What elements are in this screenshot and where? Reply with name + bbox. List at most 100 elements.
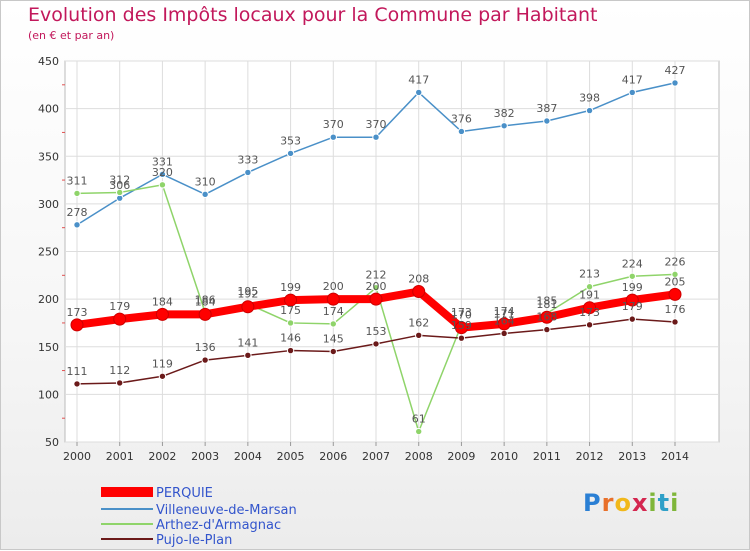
data-point [668, 287, 682, 301]
chart-subtitle: (en € et par an) [28, 29, 115, 42]
data-label: 213 [579, 268, 600, 281]
data-point [326, 292, 340, 306]
data-label: 427 [665, 64, 686, 77]
data-label: 205 [665, 275, 686, 288]
data-label: 417 [622, 73, 643, 86]
data-point [583, 301, 597, 315]
data-point [286, 149, 295, 158]
data-label: 417 [408, 73, 429, 86]
data-label: 185 [536, 294, 557, 307]
legend-label: Villeneuve-de-Marsan [156, 503, 297, 518]
data-label: 387 [536, 102, 557, 115]
data-label: 145 [323, 333, 344, 346]
y-tick-label: 300 [38, 198, 59, 211]
data-point [198, 307, 212, 321]
data-point [372, 133, 380, 141]
data-point [244, 351, 252, 360]
data-point [286, 319, 295, 327]
data-label: 61 [412, 413, 426, 426]
y-tick-label: 100 [38, 388, 59, 401]
data-label: 141 [237, 336, 258, 349]
data-point [284, 293, 298, 307]
data-point [671, 79, 679, 87]
data-label: 331 [152, 155, 173, 168]
x-tick-label: 2002 [148, 450, 176, 463]
x-tick-label: 2010 [490, 450, 518, 463]
data-point [625, 293, 639, 307]
data-point [415, 427, 423, 436]
data-label: 168 [536, 311, 557, 324]
x-tick-label: 2011 [533, 450, 561, 463]
x-tick-label: 2005 [277, 450, 305, 463]
x-tick-label: 2003 [191, 450, 219, 463]
legend-label: Arthez-d'Armagnac [156, 518, 281, 533]
data-point [116, 379, 124, 387]
x-tick-label: 2009 [447, 450, 475, 463]
data-point [415, 88, 423, 97]
x-tick-label: 2004 [234, 450, 262, 463]
y-tick-label: 150 [38, 341, 59, 354]
data-label: 382 [494, 107, 515, 120]
data-label: 195 [237, 285, 258, 298]
data-point [329, 347, 337, 356]
data-label: 146 [280, 332, 301, 345]
data-label: 200 [323, 280, 344, 293]
x-tick-label: 2013 [618, 450, 646, 463]
data-label: 312 [109, 173, 130, 186]
data-point [671, 318, 679, 326]
data-label: 173 [579, 306, 600, 319]
data-label: 191 [579, 289, 600, 302]
data-label: 175 [280, 304, 301, 317]
data-point [412, 285, 426, 299]
data-point [372, 283, 380, 292]
data-label: 174 [494, 305, 515, 318]
y-tick-label: 250 [38, 246, 59, 259]
legend-label: Pujo-le-Plan [156, 533, 232, 548]
data-point [73, 221, 81, 229]
y-tick-label: 350 [38, 150, 59, 163]
data-point [497, 317, 511, 331]
data-label: 224 [622, 257, 643, 270]
data-point [454, 321, 468, 335]
data-label: 333 [237, 153, 258, 166]
data-point [628, 272, 636, 280]
data-point [113, 312, 127, 326]
data-point [201, 190, 209, 199]
data-label: 199 [280, 281, 301, 294]
data-point [73, 189, 81, 198]
data-label: 370 [366, 118, 387, 131]
data-label: 184 [152, 295, 173, 308]
x-tick-label: 2012 [576, 450, 604, 463]
data-point [500, 122, 508, 130]
data-point [585, 321, 594, 329]
data-point [369, 292, 383, 306]
data-label: 311 [67, 174, 88, 187]
data-point [543, 325, 551, 334]
y-tick-label: 400 [38, 103, 59, 116]
data-label: 306 [109, 179, 130, 192]
data-label: 170 [451, 309, 472, 322]
data-point [543, 117, 551, 125]
data-point [500, 329, 508, 338]
data-point [70, 318, 84, 332]
data-point [158, 170, 167, 179]
data-point [457, 334, 466, 342]
data-point [628, 88, 636, 97]
data-point [415, 331, 423, 340]
data-label: 376 [451, 112, 472, 125]
x-tick-label: 2001 [106, 450, 134, 463]
y-tick-label: 450 [38, 55, 59, 68]
data-label: 186 [195, 293, 216, 306]
data-point [241, 300, 255, 314]
data-label: 200 [366, 280, 387, 293]
data-point [540, 310, 554, 324]
data-point [155, 307, 169, 321]
data-point [671, 270, 679, 279]
data-label: 212 [366, 269, 387, 282]
x-tick-label: 2008 [405, 450, 433, 463]
data-label: 173 [67, 306, 88, 319]
data-label: 162 [408, 316, 429, 329]
data-point [585, 283, 594, 291]
data-label: 278 [67, 206, 88, 219]
